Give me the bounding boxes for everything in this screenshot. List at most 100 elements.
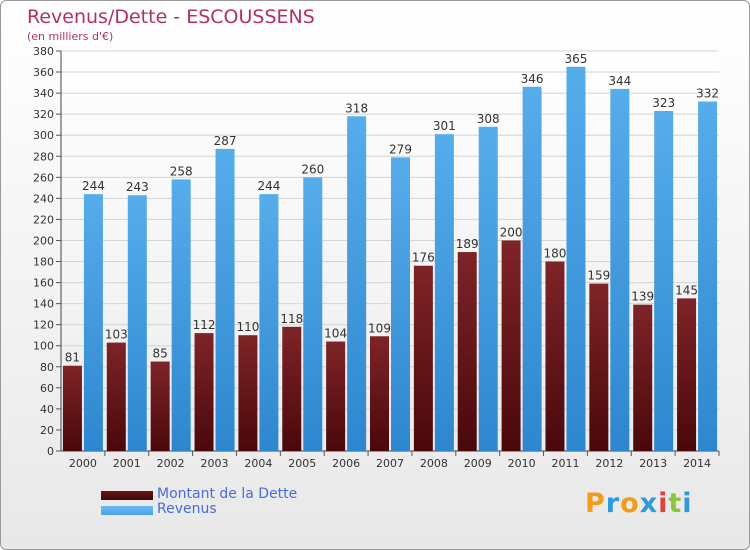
- x-tick-label: 2004: [244, 457, 272, 470]
- data-label-revenus: 260: [301, 162, 324, 176]
- data-label-dette: 139: [631, 290, 654, 304]
- y-tick-label: 340: [33, 87, 54, 100]
- data-label-dette: 81: [65, 351, 80, 365]
- bar-dette: [194, 333, 214, 451]
- bar-revenus: [259, 194, 279, 451]
- bar-revenus: [171, 179, 191, 451]
- x-tick-label: 2005: [288, 457, 316, 470]
- bar-revenus: [391, 157, 410, 451]
- legend-swatch-revenus: [101, 506, 153, 515]
- x-tick-label: 2010: [508, 457, 536, 470]
- bar-dette: [677, 298, 697, 451]
- data-label-dette: 103: [105, 328, 128, 342]
- logo-letter: r: [605, 488, 621, 519]
- data-label-dette: 110: [236, 320, 259, 334]
- y-tick-label: 40: [40, 403, 54, 416]
- data-label-dette: 85: [153, 347, 168, 361]
- data-label-dette: 109: [368, 321, 391, 335]
- data-label-dette: 118: [280, 312, 303, 326]
- data-label-dette: 176: [412, 251, 435, 265]
- y-tick-label: 260: [33, 171, 54, 184]
- x-tick-label: 2001: [113, 457, 141, 470]
- legend-label-revenus: Revenus: [157, 501, 217, 517]
- data-label-dette: 145: [675, 283, 698, 297]
- data-label-revenus: 287: [214, 134, 237, 148]
- logo-letter: i: [682, 488, 693, 519]
- data-label-dette: 159: [587, 269, 610, 283]
- logo-letter: P: [585, 488, 606, 519]
- y-tick-label: 380: [33, 45, 54, 58]
- data-label-revenus: 258: [170, 164, 193, 178]
- bar-revenus: [698, 101, 718, 452]
- data-label-revenus: 365: [565, 52, 588, 66]
- y-tick-label: 120: [33, 319, 54, 332]
- bar-revenus: [478, 126, 498, 451]
- data-label-dette: 200: [500, 225, 523, 239]
- bar-revenus: [83, 194, 103, 451]
- plot-area: [61, 51, 719, 451]
- x-tick-label: 2011: [551, 457, 579, 470]
- data-label-dette: 104: [324, 327, 347, 341]
- y-tick-label: 300: [33, 129, 54, 142]
- y-tick-label: 20: [40, 424, 54, 437]
- bar-revenus: [522, 86, 542, 451]
- legend-label-dette: Montant de la Dette: [157, 486, 298, 502]
- data-label-dette: 112: [193, 318, 216, 332]
- data-label-revenus: 243: [126, 180, 149, 194]
- x-tick-label: 2012: [595, 457, 623, 470]
- bar-revenus: [127, 195, 147, 451]
- y-tick-label: 220: [33, 213, 54, 226]
- logo-letter: o: [620, 488, 640, 519]
- bar-dette: [413, 265, 433, 451]
- bar-dette: [589, 283, 609, 451]
- data-label-revenus: 244: [82, 179, 105, 193]
- data-label-dette: 180: [544, 247, 567, 261]
- data-label-revenus: 279: [389, 142, 412, 156]
- y-tick-label: 280: [33, 150, 54, 163]
- y-tick-label: 200: [33, 234, 54, 247]
- data-label-revenus: 244: [257, 179, 280, 193]
- x-tick-label: 2002: [157, 457, 185, 470]
- chart-title: Revenus/Dette - ESCOUSSENS: [27, 6, 315, 28]
- bar-dette: [150, 361, 170, 451]
- chart-subtitle: (en milliers d'€): [27, 30, 114, 43]
- y-tick-label: 140: [33, 298, 54, 311]
- bar-dette: [238, 335, 258, 451]
- bar-revenus: [610, 88, 630, 451]
- y-tick-label: 0: [47, 445, 54, 458]
- x-tick-label: 2006: [332, 457, 360, 470]
- bar-dette: [282, 326, 302, 451]
- x-tick-label: 2000: [69, 457, 97, 470]
- logo-letter: t: [668, 488, 683, 519]
- data-label-dette: 189: [456, 237, 479, 251]
- bar-dette: [457, 252, 477, 451]
- x-tick-label: 2007: [376, 457, 404, 470]
- bar-revenus: [566, 66, 586, 451]
- data-label-revenus: 332: [696, 87, 719, 101]
- data-label-revenus: 323: [652, 96, 675, 110]
- bar-revenus: [434, 134, 454, 451]
- y-tick-label: 80: [40, 361, 54, 374]
- x-tick-label: 2014: [683, 457, 711, 470]
- proxiti-logo: Proxiti: [585, 488, 693, 519]
- data-label-revenus: 308: [477, 112, 500, 126]
- bar-revenus: [215, 148, 235, 452]
- y-tick-label: 240: [33, 192, 54, 205]
- y-tick-label: 100: [33, 340, 54, 353]
- bar-revenus: [347, 116, 367, 452]
- x-tick-label: 2003: [201, 457, 229, 470]
- bar-revenus: [303, 177, 323, 451]
- bar-dette: [326, 341, 346, 451]
- data-label-revenus: 344: [608, 74, 631, 88]
- bar-dette: [545, 261, 565, 451]
- x-tick-label: 2013: [639, 457, 667, 470]
- y-tick-label: 320: [33, 108, 54, 121]
- logo-letter: i: [658, 488, 669, 519]
- y-tick-label: 160: [33, 277, 54, 290]
- y-tick-label: 360: [33, 66, 54, 79]
- x-tick-label: 2008: [420, 457, 448, 470]
- bar-dette: [370, 336, 389, 451]
- bar-dette: [62, 365, 82, 451]
